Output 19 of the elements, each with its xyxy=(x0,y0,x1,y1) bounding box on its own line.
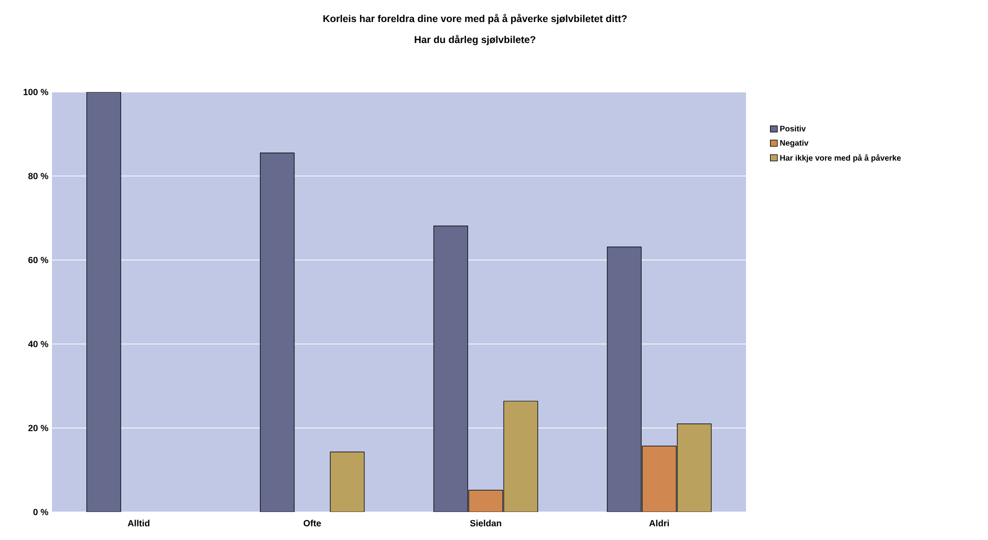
chart-title: Korleis har foreldra dine vore med på å påverke sjølvbiletet ditt? xyxy=(323,14,627,24)
x-tick-label: Sieldan xyxy=(470,520,502,526)
bar xyxy=(676,424,712,512)
y-tick-label: 40 % xyxy=(28,340,48,348)
bar xyxy=(468,490,504,512)
bar xyxy=(503,400,538,512)
bar xyxy=(86,92,122,512)
y-tick-label: 60 % xyxy=(28,256,48,264)
bar xyxy=(260,152,295,512)
x-tick-label: Ofte xyxy=(304,520,321,526)
y-tick-label: 0 % xyxy=(33,508,48,516)
y-tick-label: 80 % xyxy=(28,172,48,180)
y-tick-label: 20 % xyxy=(28,424,48,432)
x-tick-label: Alltid xyxy=(128,520,150,526)
bar xyxy=(642,446,677,512)
x-tick-label: Aldri xyxy=(649,520,669,526)
chart-subtitle: Har du dårleg sjølvbilete? xyxy=(414,34,536,46)
bar xyxy=(330,452,365,512)
y-tick-label: 100 % xyxy=(24,88,48,96)
